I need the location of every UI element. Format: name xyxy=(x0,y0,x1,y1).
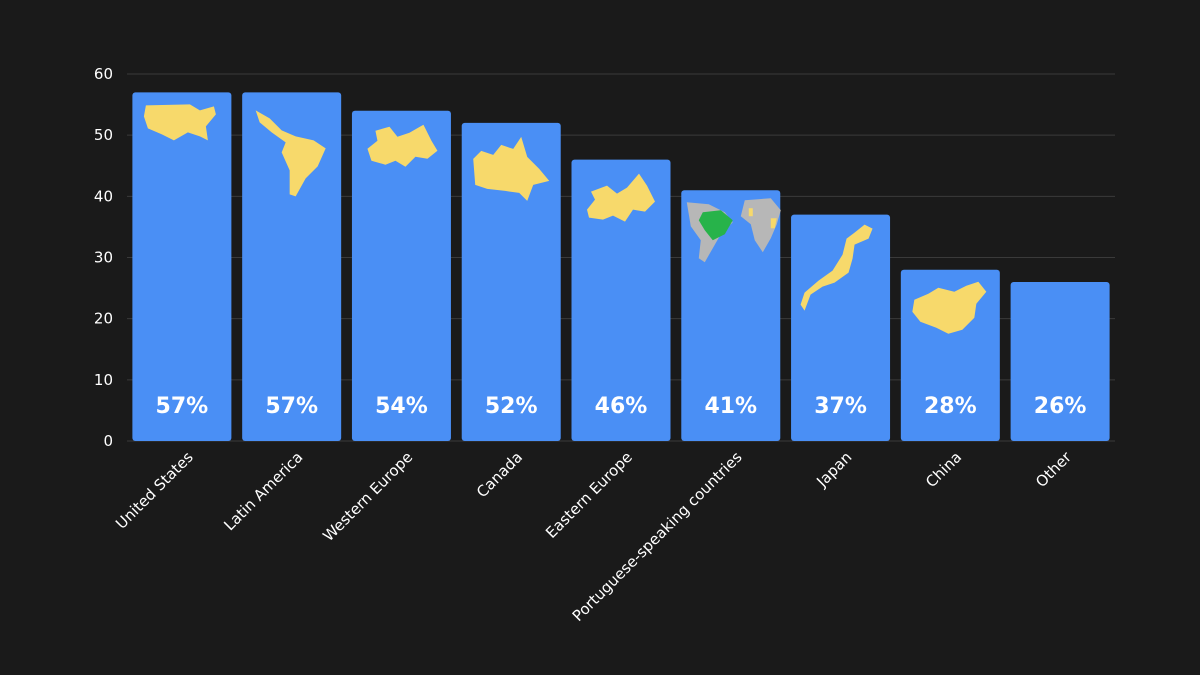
bar xyxy=(351,110,451,441)
usa-map-icon xyxy=(143,104,216,141)
bar-group: 41% xyxy=(681,190,781,441)
bar-value-label: 37% xyxy=(814,394,867,419)
x-category-label: Eastern Europe xyxy=(542,448,636,542)
bar-value-label: 52% xyxy=(485,394,538,419)
y-tick-label: 50 xyxy=(94,126,113,144)
latin-america-map-icon xyxy=(255,110,326,197)
bar-value-label: 46% xyxy=(595,394,648,419)
western-europe-map-icon xyxy=(367,124,438,167)
eastern-europe-map-icon xyxy=(587,173,655,222)
bar xyxy=(791,214,891,441)
x-category-label: Latin America xyxy=(220,448,306,534)
bars: 57% 57% 54% 52% 46% 41% 37% 28% 26% xyxy=(132,92,1110,441)
canada-map-icon xyxy=(473,136,550,201)
bar xyxy=(1010,281,1110,441)
bar-value-label: 41% xyxy=(704,394,757,419)
china-map-icon xyxy=(912,281,987,334)
bar-group: 28% xyxy=(900,269,1000,441)
portuguese-speaking-map-icon xyxy=(686,198,781,263)
x-category-label: Canada xyxy=(473,448,526,501)
bar-group: 57% xyxy=(242,92,342,441)
bar-group: 26% xyxy=(1010,281,1110,441)
bar-value-label: 28% xyxy=(924,394,977,419)
bar-value-label: 57% xyxy=(265,394,318,419)
bar-value-label: 54% xyxy=(375,394,428,419)
bar-value-label: 26% xyxy=(1034,394,1087,419)
x-category-label: Western Europe xyxy=(319,448,416,545)
bar xyxy=(132,92,232,441)
x-axis-labels: United States Latin America Western Europe… xyxy=(112,448,1075,625)
bar-group: 46% xyxy=(571,159,671,441)
x-category-label: China xyxy=(922,448,965,491)
bar-group: 54% xyxy=(351,110,451,441)
bar xyxy=(461,122,561,441)
y-tick-label: 20 xyxy=(94,310,113,328)
bar-group: 37% xyxy=(791,214,891,441)
y-tick-label: 60 xyxy=(94,65,113,83)
bar-group: 52% xyxy=(461,122,561,441)
y-tick-label: 10 xyxy=(94,371,113,389)
x-category-label: Japan xyxy=(812,448,855,491)
x-category-label: United States xyxy=(112,448,197,533)
bar xyxy=(242,92,342,441)
x-category-label: Other xyxy=(1032,448,1075,491)
bar-value-label: 57% xyxy=(156,394,209,419)
bar-group: 57% xyxy=(132,92,232,441)
y-tick-label: 0 xyxy=(103,432,113,450)
y-axis-ticks: 0 10 20 30 40 50 60 xyxy=(94,65,113,450)
bar xyxy=(571,159,671,441)
y-tick-label: 30 xyxy=(94,249,113,267)
y-tick-label: 40 xyxy=(94,187,113,205)
japan-map-icon xyxy=(800,224,873,311)
